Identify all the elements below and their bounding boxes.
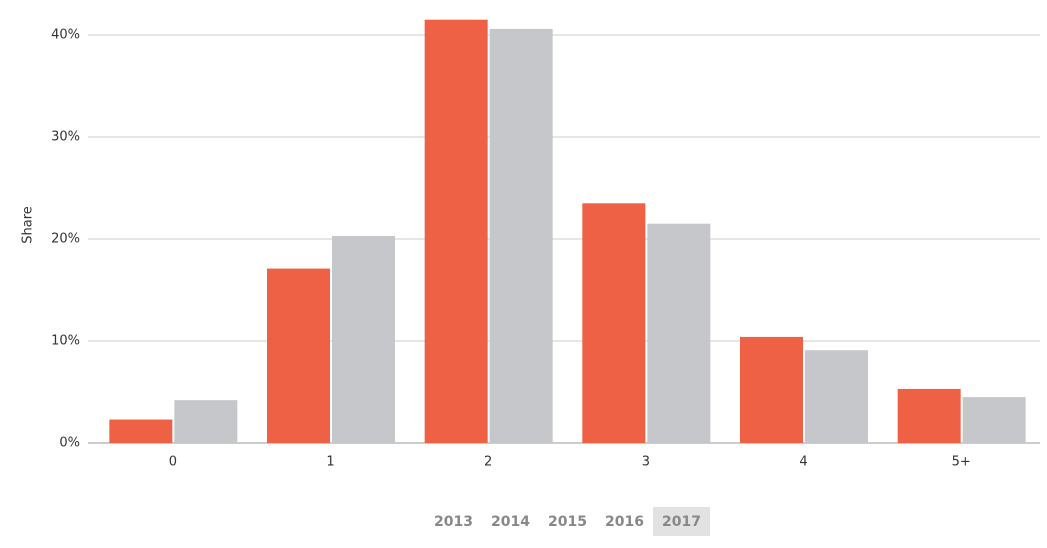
bar (332, 235, 395, 443)
y-tick-label: 40% (51, 28, 80, 43)
y-tick-label: 30% (51, 130, 80, 145)
bar (109, 419, 173, 443)
x-tick-label: 2 (484, 455, 492, 470)
bar (489, 28, 553, 443)
bar (897, 388, 961, 443)
y-tick-label: 10% (51, 334, 80, 349)
x-tick-label: 5+ (952, 455, 971, 470)
x-tick-label: 0 (169, 455, 177, 470)
y-tick-label: 20% (51, 232, 80, 247)
year-button[interactable]: 2017 (662, 514, 701, 530)
x-tick-label: 1 (326, 455, 334, 470)
bar (582, 203, 646, 443)
x-tick-label: 3 (642, 455, 650, 470)
bar (805, 350, 868, 443)
y-axis-label: Share (21, 206, 36, 244)
year-button[interactable]: 2015 (548, 514, 587, 530)
year-button[interactable]: 2016 (605, 514, 644, 530)
x-tick-label: 4 (799, 455, 807, 470)
year-button[interactable]: 2013 (434, 514, 473, 530)
bar (647, 223, 711, 443)
bar (174, 400, 238, 443)
bar (962, 397, 1026, 443)
bar (267, 268, 330, 443)
bar (424, 19, 488, 443)
button-bg (653, 507, 710, 536)
bar (740, 336, 803, 443)
y-tick-label: 0% (59, 436, 80, 451)
year-button[interactable]: 2014 (491, 514, 530, 530)
